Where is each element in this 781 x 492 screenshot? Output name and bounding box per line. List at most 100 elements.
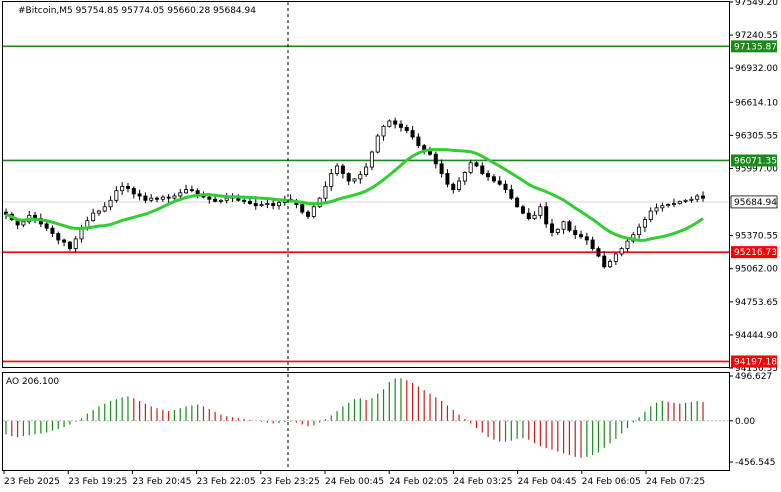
level-label: 94197.18: [734, 357, 777, 367]
time-tick-label: 24 Feb 07:25: [646, 477, 705, 487]
candle: [590, 236, 595, 251]
price-tick-label: 95062.00: [735, 265, 778, 275]
candle-body: [207, 196, 212, 200]
candle: [102, 202, 107, 213]
candle-body: [613, 253, 618, 262]
candle: [503, 180, 508, 194]
candle-body: [579, 234, 584, 238]
candle: [439, 159, 444, 178]
candle: [416, 133, 421, 148]
candle-body: [102, 206, 107, 212]
candle: [654, 203, 659, 215]
candle-body: [549, 223, 554, 233]
candle: [276, 199, 281, 210]
candle-body: [654, 207, 659, 212]
candle-body: [265, 203, 270, 206]
candle: [509, 184, 514, 200]
candle-body: [189, 189, 194, 192]
oscillator-pane-frame: [2, 372, 730, 471]
candle-body: [178, 192, 183, 197]
candle-body: [404, 126, 409, 132]
candle: [613, 252, 618, 266]
candle: [462, 171, 467, 186]
candle-body: [573, 229, 578, 236]
candle-body: [276, 202, 281, 207]
candle-body: [451, 183, 456, 190]
candle: [387, 119, 392, 128]
candle: [73, 236, 78, 252]
candle: [457, 177, 462, 192]
candle-body: [352, 178, 357, 182]
candle-body: [259, 204, 264, 207]
candle-body: [50, 227, 55, 234]
candle-body: [567, 221, 572, 231]
candle-body: [666, 204, 671, 207]
candle: [323, 181, 328, 203]
candle: [561, 220, 566, 235]
candle-body: [468, 162, 473, 173]
candle-body: [398, 123, 403, 128]
candle-body: [671, 203, 676, 206]
candle: [491, 174, 496, 183]
candle-body: [166, 196, 171, 199]
candle: [271, 200, 276, 210]
time-tick-label: 23 Feb 20:45: [132, 477, 191, 487]
time-tick-label: 24 Feb 04:45: [518, 477, 577, 487]
candle: [155, 196, 160, 203]
candle-body: [462, 172, 467, 182]
time-tick-label: 24 Feb 00:45: [325, 477, 384, 487]
candle: [131, 186, 136, 199]
level-badge: [731, 246, 777, 259]
candle: [398, 120, 403, 132]
candle-body: [306, 211, 311, 217]
candle-body: [108, 199, 113, 208]
price-tick-label: 97549.20: [735, 0, 778, 8]
candle-body: [503, 183, 508, 190]
chart-header: #Bitcoin,M5 95754.85 95774.05 95660.28 9…: [18, 6, 256, 16]
candle-body: [393, 120, 398, 125]
candle-body: [532, 214, 537, 219]
candle-body: [642, 219, 647, 228]
candle: [137, 189, 142, 201]
candle-body: [242, 199, 247, 202]
price-tick-label: 94444.90: [735, 331, 778, 341]
price-tick-label: 96614.10: [735, 98, 778, 108]
candle: [567, 220, 572, 233]
candle-body: [677, 200, 682, 204]
candle-body: [602, 255, 607, 268]
moving-average-line: [5, 148, 704, 242]
price-tick-label: 96932.00: [735, 64, 778, 74]
candle: [701, 191, 706, 202]
candle: [393, 117, 398, 129]
candle-body: [218, 199, 223, 202]
candle: [364, 163, 369, 177]
candle: [50, 225, 55, 237]
candle-body: [416, 136, 421, 147]
candle-body: [590, 239, 595, 249]
candle: [4, 208, 9, 219]
candle: [451, 182, 456, 194]
candle: [584, 232, 589, 245]
candle: [340, 163, 345, 179]
candle: [172, 193, 177, 200]
candles-layer: [4, 117, 706, 269]
candle: [515, 196, 520, 208]
candle: [625, 238, 630, 252]
candle: [149, 194, 154, 203]
level-badge: [731, 40, 777, 53]
levels-layer: [3, 45, 729, 363]
candle: [114, 186, 119, 203]
candle: [67, 241, 72, 251]
candle-body: [340, 165, 345, 174]
candle: [497, 176, 502, 186]
current-price-label: 95684.94: [734, 198, 777, 208]
candle: [358, 170, 363, 184]
candle: [532, 211, 537, 220]
candle-body: [509, 189, 514, 199]
level-badge: [731, 355, 777, 368]
candle: [474, 161, 479, 168]
candle: [596, 246, 601, 258]
candle-body: [311, 206, 316, 217]
